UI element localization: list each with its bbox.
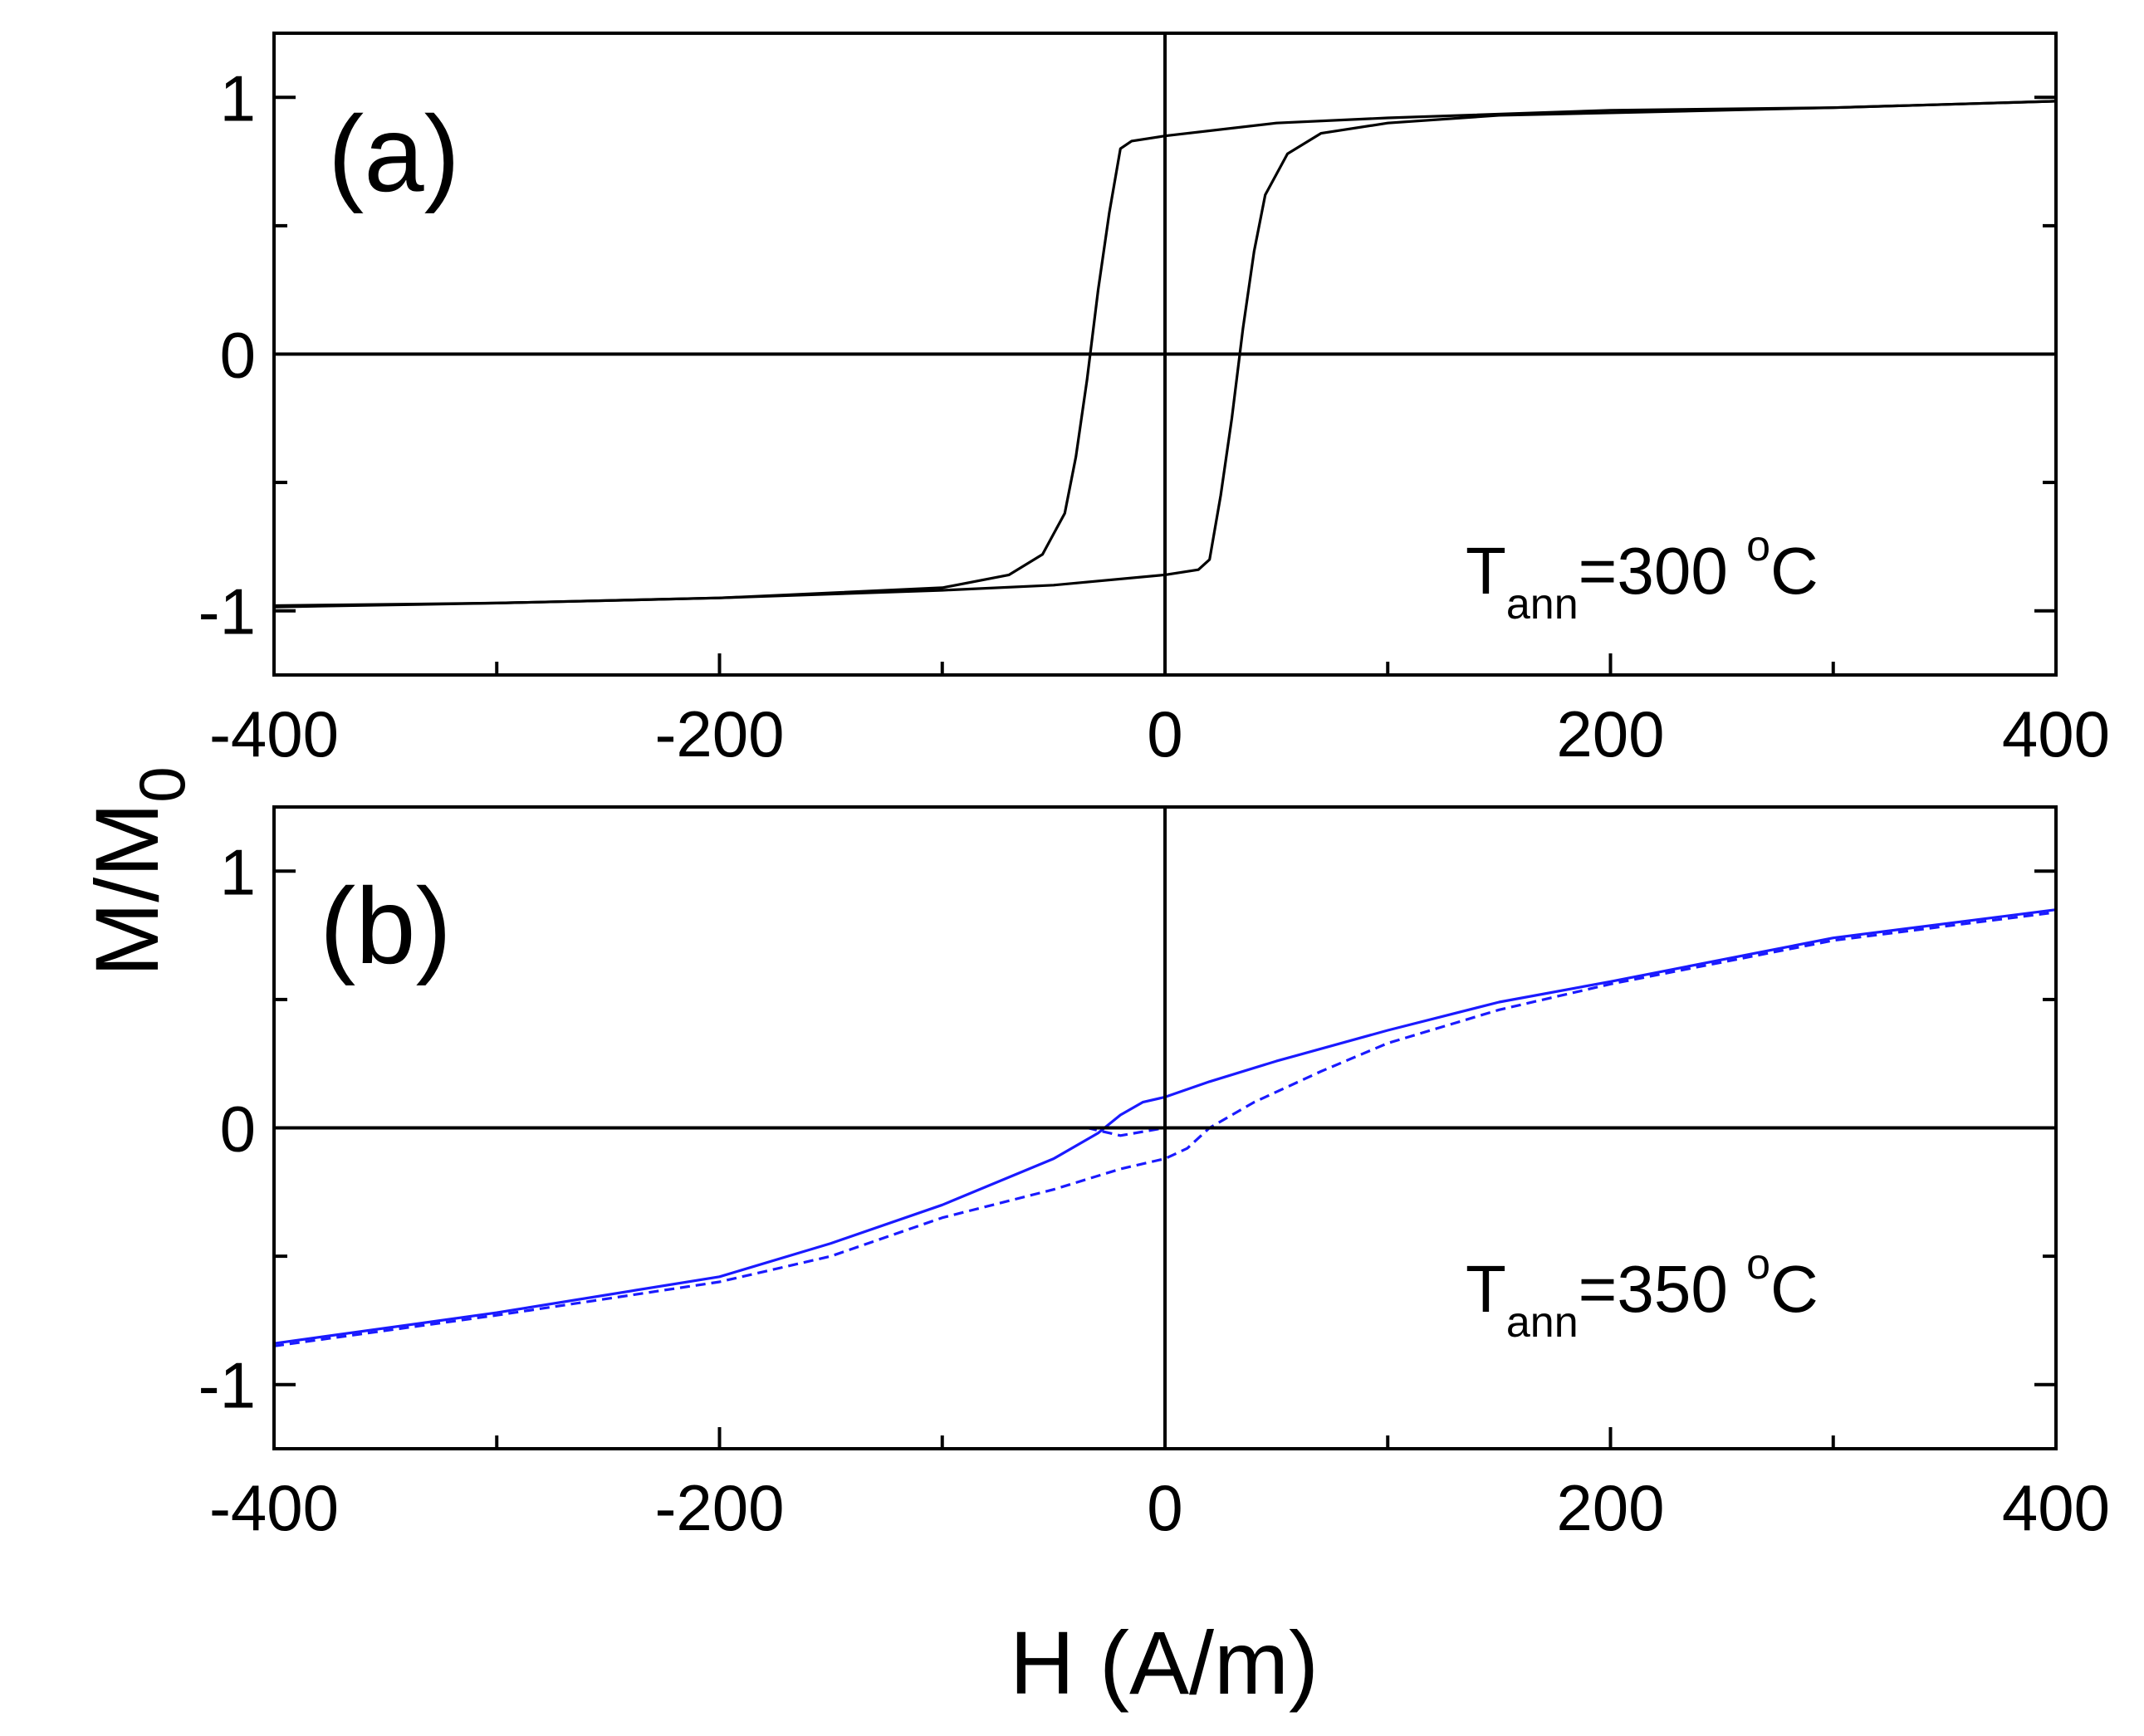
y-axis-title: M/M0	[76, 766, 198, 976]
panel-a-label: (a)	[328, 93, 460, 214]
y-tick-label: -1	[198, 1349, 256, 1422]
annotation-a-value: =300	[1579, 534, 1746, 608]
x-tick-label: 200	[1556, 697, 1664, 770]
annotation-a-subscript: ann	[1506, 580, 1579, 628]
x-axis-title: H (A/m)	[1010, 1612, 1319, 1713]
annotation-b-degree: o	[1746, 1240, 1770, 1289]
x-tick-label: 400	[2002, 1471, 2110, 1544]
series-line-1	[273, 908, 2057, 1345]
panel-a-annotation: Tann=300 oC	[1466, 522, 1818, 628]
series-line-3	[1086, 1126, 1166, 1137]
y-axis-title-subscript: 0	[125, 766, 198, 802]
x-tick-label: 0	[1147, 697, 1182, 770]
panel-b-annotation: Tann=350 oC	[1466, 1240, 1818, 1347]
annotation-a-prefix: T	[1466, 534, 1506, 608]
x-tick-label: -200	[654, 1471, 784, 1544]
y-tick-label: 1	[220, 61, 256, 134]
y-tick-label: -1	[198, 575, 256, 648]
x-tick-label: -400	[209, 1471, 339, 1544]
series-line-2	[273, 911, 2057, 1347]
y-tick-label: 0	[220, 319, 256, 392]
y-tick-label: 0	[220, 1093, 256, 1166]
x-tick-label: 0	[1147, 1471, 1182, 1544]
annotation-b-subscript: ann	[1506, 1298, 1579, 1347]
x-tick-label: 200	[1556, 1471, 1664, 1544]
panel-b: -400 -200 0 200 400 -1 0 1 (b) Tann=350 oC	[198, 805, 2110, 1544]
x-tick-label: -200	[654, 697, 784, 770]
annotation-b-value: =350	[1579, 1252, 1746, 1326]
x-tick-label: 400	[2002, 697, 2110, 770]
annotation-a-degree: o	[1746, 522, 1770, 570]
y-tick-label: 1	[220, 835, 256, 908]
annotation-a-unit: C	[1770, 534, 1818, 608]
panel-b-label: (b)	[320, 865, 452, 986]
y-axis-title-main: M/M	[76, 803, 177, 977]
annotation-b-prefix: T	[1466, 1252, 1506, 1326]
series-line-2	[273, 100, 2057, 609]
panel-a: -400 -200 0 200 400 -1 0 1 (a) Tann=300 oC	[198, 32, 2110, 770]
series-line-1	[273, 100, 2057, 608]
annotation-b-unit: C	[1770, 1252, 1818, 1326]
x-tick-label: -400	[209, 697, 339, 770]
